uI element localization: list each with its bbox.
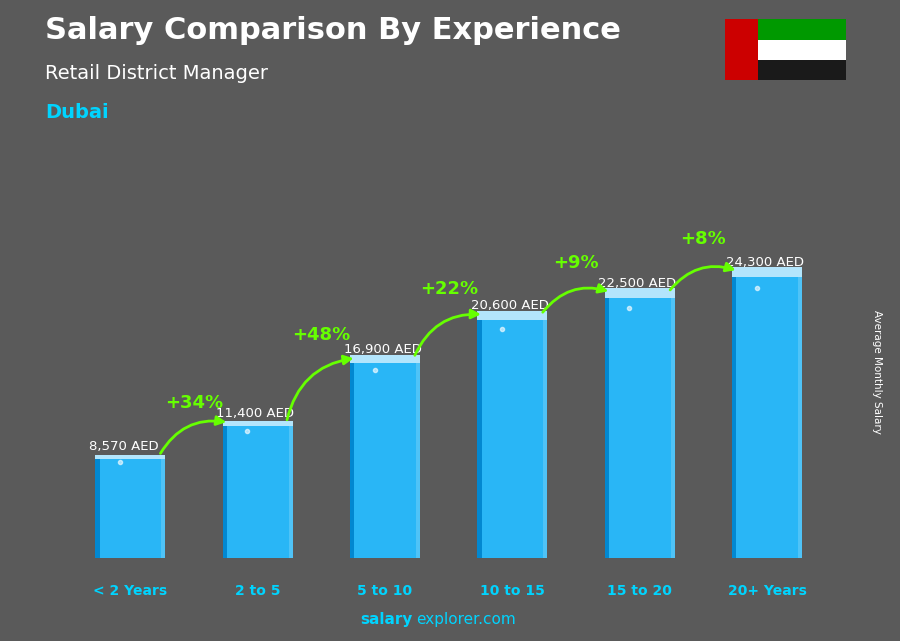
Text: 11,400 AED: 11,400 AED bbox=[0, 640, 1, 641]
Text: Dubai: Dubai bbox=[45, 103, 109, 122]
Bar bbox=[222, 421, 292, 426]
Bar bbox=[95, 457, 100, 558]
Text: 5 to 10: 5 to 10 bbox=[357, 583, 412, 597]
Bar bbox=[724, 60, 846, 80]
Text: +22%: +22% bbox=[419, 279, 478, 297]
Bar bbox=[798, 272, 802, 558]
Bar bbox=[350, 359, 355, 558]
Bar bbox=[350, 356, 420, 363]
Text: +9%: +9% bbox=[554, 254, 598, 272]
Text: Average Monthly Salary: Average Monthly Salary bbox=[872, 310, 883, 434]
FancyBboxPatch shape bbox=[605, 294, 675, 558]
Text: +34%: +34% bbox=[165, 394, 223, 412]
Text: 2 to 5: 2 to 5 bbox=[235, 583, 281, 597]
Text: 10 to 15: 10 to 15 bbox=[480, 583, 544, 597]
Text: Retail District Manager: Retail District Manager bbox=[45, 64, 268, 83]
Text: 8,570 AED: 8,570 AED bbox=[0, 640, 1, 641]
Bar bbox=[477, 312, 547, 320]
Text: 15 to 20: 15 to 20 bbox=[608, 583, 672, 597]
Text: < 2 Years: < 2 Years bbox=[94, 583, 167, 597]
FancyBboxPatch shape bbox=[732, 272, 802, 558]
FancyArrowPatch shape bbox=[543, 285, 606, 312]
Text: +8%: +8% bbox=[680, 230, 726, 248]
Bar bbox=[732, 267, 802, 278]
Bar bbox=[605, 288, 675, 298]
FancyArrowPatch shape bbox=[287, 356, 351, 420]
Text: 22,500 AED: 22,500 AED bbox=[0, 640, 1, 641]
Text: 22,500 AED: 22,500 AED bbox=[598, 277, 677, 290]
FancyArrowPatch shape bbox=[415, 310, 478, 355]
Text: 20+ Years: 20+ Years bbox=[727, 583, 806, 597]
Text: 24,300 AED: 24,300 AED bbox=[725, 256, 804, 269]
Text: 11,400 AED: 11,400 AED bbox=[216, 407, 294, 420]
FancyArrowPatch shape bbox=[670, 263, 733, 290]
Bar bbox=[732, 272, 736, 558]
FancyBboxPatch shape bbox=[477, 315, 547, 558]
FancyBboxPatch shape bbox=[95, 457, 166, 558]
Bar bbox=[724, 19, 846, 40]
Bar bbox=[605, 294, 609, 558]
Bar bbox=[222, 424, 227, 558]
FancyBboxPatch shape bbox=[350, 359, 420, 558]
Bar bbox=[95, 455, 166, 459]
Bar bbox=[724, 19, 758, 80]
Text: 16,900 AED: 16,900 AED bbox=[0, 640, 1, 641]
Text: explorer.com: explorer.com bbox=[416, 612, 516, 627]
Bar bbox=[477, 315, 482, 558]
Text: +48%: +48% bbox=[292, 326, 350, 344]
Text: 20,600 AED: 20,600 AED bbox=[0, 640, 1, 641]
Bar bbox=[161, 457, 166, 558]
Text: salary: salary bbox=[360, 612, 412, 627]
Bar bbox=[544, 315, 547, 558]
Bar bbox=[670, 294, 675, 558]
Text: 8,570 AED: 8,570 AED bbox=[89, 440, 158, 453]
Text: 24,300 AED: 24,300 AED bbox=[0, 640, 1, 641]
Bar bbox=[416, 359, 420, 558]
FancyArrowPatch shape bbox=[160, 417, 223, 453]
Bar bbox=[289, 424, 293, 558]
FancyBboxPatch shape bbox=[222, 424, 292, 558]
Text: 20,600 AED: 20,600 AED bbox=[471, 299, 549, 312]
Text: Salary Comparison By Experience: Salary Comparison By Experience bbox=[45, 16, 621, 45]
Bar bbox=[724, 40, 846, 60]
Text: 16,900 AED: 16,900 AED bbox=[344, 342, 421, 356]
